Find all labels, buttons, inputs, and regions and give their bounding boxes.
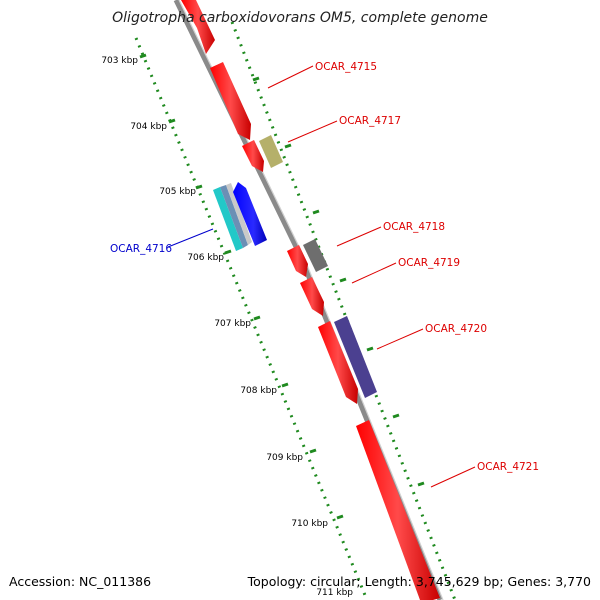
scale-label-710: 710 kbp	[291, 519, 328, 529]
gene-label-ocar-4716[interactable]: OCAR_4716	[110, 243, 172, 255]
gene-label-ocar-4719[interactable]: OCAR_4719	[398, 257, 460, 269]
gene-ocar-4720[interactable]	[318, 321, 358, 404]
gene-label-ocar-4717[interactable]: OCAR_4717	[339, 115, 401, 127]
tick-track-outer-right	[230, 21, 457, 600]
gene-ocar-4721[interactable]	[356, 420, 440, 600]
scale-label-707: 707 kbp	[214, 319, 251, 329]
gene-label-ocar-4718[interactable]: OCAR_4718	[383, 221, 445, 233]
accession-text: Accession: NC_011386	[9, 574, 151, 589]
genome-summary-text: Topology: circular; Length: 3,745,629 bp…	[247, 574, 591, 589]
scale-label-705: 705 kbp	[159, 187, 196, 197]
gene-ocar-4715[interactable]	[210, 62, 251, 140]
scale-label-708: 708 kbp	[240, 386, 277, 396]
gene-ocar-4716-grey[interactable]	[226, 183, 252, 245]
gene-label-ocar-4715[interactable]: OCAR_4715	[315, 61, 377, 73]
scale-label-703: 703 kbp	[101, 56, 138, 66]
gene-ocar-4718-feature[interactable]	[303, 239, 328, 272]
scale-label-706: 706 kbp	[187, 253, 224, 263]
scale-label-704: 704 kbp	[130, 122, 167, 132]
major-ticks	[139, 53, 425, 520]
gene-ocar-4718[interactable]	[287, 245, 308, 277]
gene-upper[interactable]	[181, 0, 215, 54]
gene-ocar-4716-steel[interactable]	[220, 185, 248, 248]
map-title: Oligotropha carboxidovorans OM5, complet…	[112, 10, 488, 26]
gene-ocar-4720-feature[interactable]	[334, 316, 377, 398]
gene-label-ocar-4720[interactable]: OCAR_4720	[425, 323, 487, 335]
gene-ocar-4717-feature[interactable]	[259, 135, 283, 168]
gene-ocar-4719[interactable]	[300, 277, 324, 316]
gene-ocar-4717[interactable]	[242, 140, 264, 172]
scale-label-709: 709 kbp	[266, 453, 303, 463]
scale-label-711: 711 kbp	[316, 588, 353, 598]
gene-label-ocar-4721[interactable]: OCAR_4721	[477, 461, 539, 473]
gene-ocar-4716-cyan[interactable]	[213, 187, 243, 251]
label-leaders	[167, 65, 476, 488]
gene-ocar-4716[interactable]	[233, 182, 267, 246]
